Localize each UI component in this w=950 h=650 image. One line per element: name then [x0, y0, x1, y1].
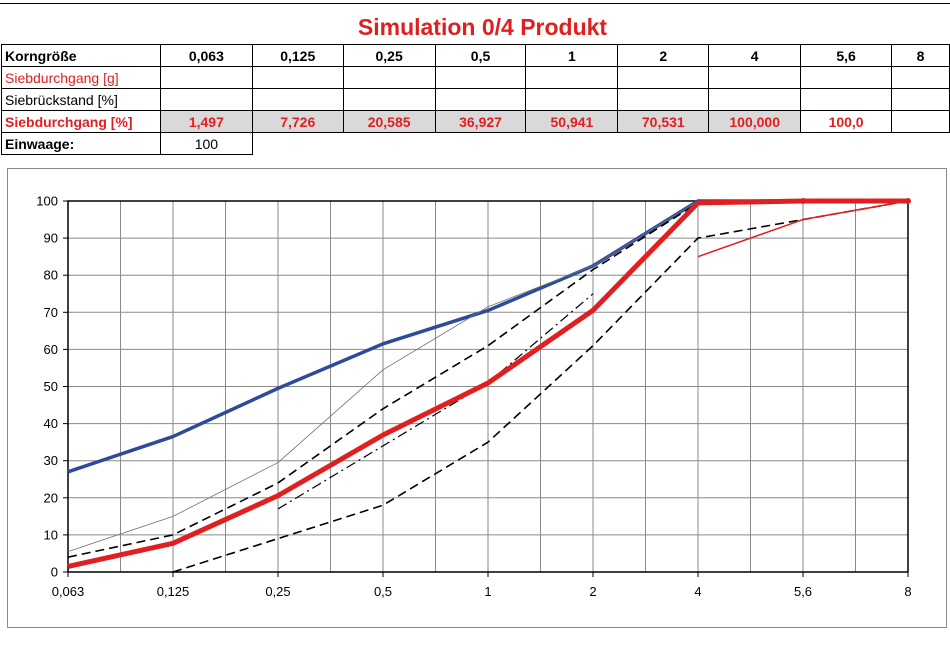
siebdurchgang-pct-cell[interactable] — [891, 110, 950, 133]
top-border-line — [0, 3, 950, 4]
lower-dashed-limit-line — [172, 200, 909, 573]
siebdurchgang-pct-cell[interactable]: 70,531 — [617, 110, 710, 133]
size-header-cell: 4 — [708, 44, 802, 67]
red-data-point — [905, 198, 911, 204]
chart-frame — [7, 168, 947, 628]
siebdurchgang-pct-cell[interactable]: 100,000 — [708, 110, 802, 133]
siebdurchgang-pct-cell[interactable]: 50,941 — [525, 110, 619, 133]
y-tick-label: 0 — [51, 565, 58, 580]
siebdurchgang-pct-cell[interactable]: 100,0 — [800, 110, 893, 133]
x-tick-label: 1 — [484, 584, 491, 599]
sieve-table: Korngröße 0,063 0,125 0,25 0,5 1 2 4 5,6 8 Siebd… — [1, 44, 950, 155]
upper-dashed-limit-line — [67, 202, 699, 558]
y-tick-label: 40 — [44, 416, 58, 431]
x-tick-label: 8 — [904, 584, 911, 599]
page-title: Simulation 0/4 Produkt — [357, 14, 608, 40]
dashdot-reference-line — [277, 293, 594, 510]
siebdurchgang-pct-cell[interactable]: 7,726 — [251, 110, 344, 133]
siebdurchgang-pct-cell[interactable]: 20,585 — [342, 110, 436, 133]
einwaage-value[interactable]: 100 — [159, 132, 253, 155]
gray-reference-line — [67, 200, 803, 552]
x-tick-label: 0,25 — [265, 584, 290, 599]
y-tick-label: 20 — [44, 490, 58, 505]
red-data-point — [800, 198, 806, 204]
siebdurchgang-pct-row: Siebdurchgang [%] 1,497 7,726 20,585 36,927… — [1, 110, 950, 133]
siebrueckstand-row: Siebrückstand [%] — [1, 88, 950, 111]
einwaage-row: Einwaage: 100 — [1, 132, 950, 155]
x-tick-label: 0,063 — [52, 584, 85, 599]
y-tick-label: 10 — [44, 527, 58, 542]
siebdurchgang-g-row: Siebdurchgang [g] — [1, 66, 950, 89]
red-product-line — [67, 198, 908, 569]
y-tick-label: 30 — [44, 453, 58, 468]
x-tick-label: 0,5 — [374, 584, 392, 599]
y-tick-label: 80 — [44, 268, 58, 283]
siebdurchgang-g-label: Siebdurchgang [g] — [1, 66, 161, 89]
x-tick-label: 4 — [694, 584, 701, 599]
y-tick-label: 100 — [36, 194, 58, 209]
red-thin-limit-line — [697, 200, 909, 258]
y-tick-label: 50 — [44, 379, 58, 394]
x-tick-label: 5,6 — [794, 584, 812, 599]
y-tick-label: 60 — [44, 342, 58, 357]
y-tick-label: 70 — [44, 305, 58, 320]
einwaage-label[interactable]: Einwaage: — [1, 132, 161, 155]
x-tick-label: 0,125 — [157, 584, 190, 599]
y-tick-label: 90 — [44, 231, 58, 246]
x-tick-label: 2 — [589, 584, 596, 599]
siebdurchgang-pct-cell[interactable]: 1,497 — [159, 110, 253, 133]
